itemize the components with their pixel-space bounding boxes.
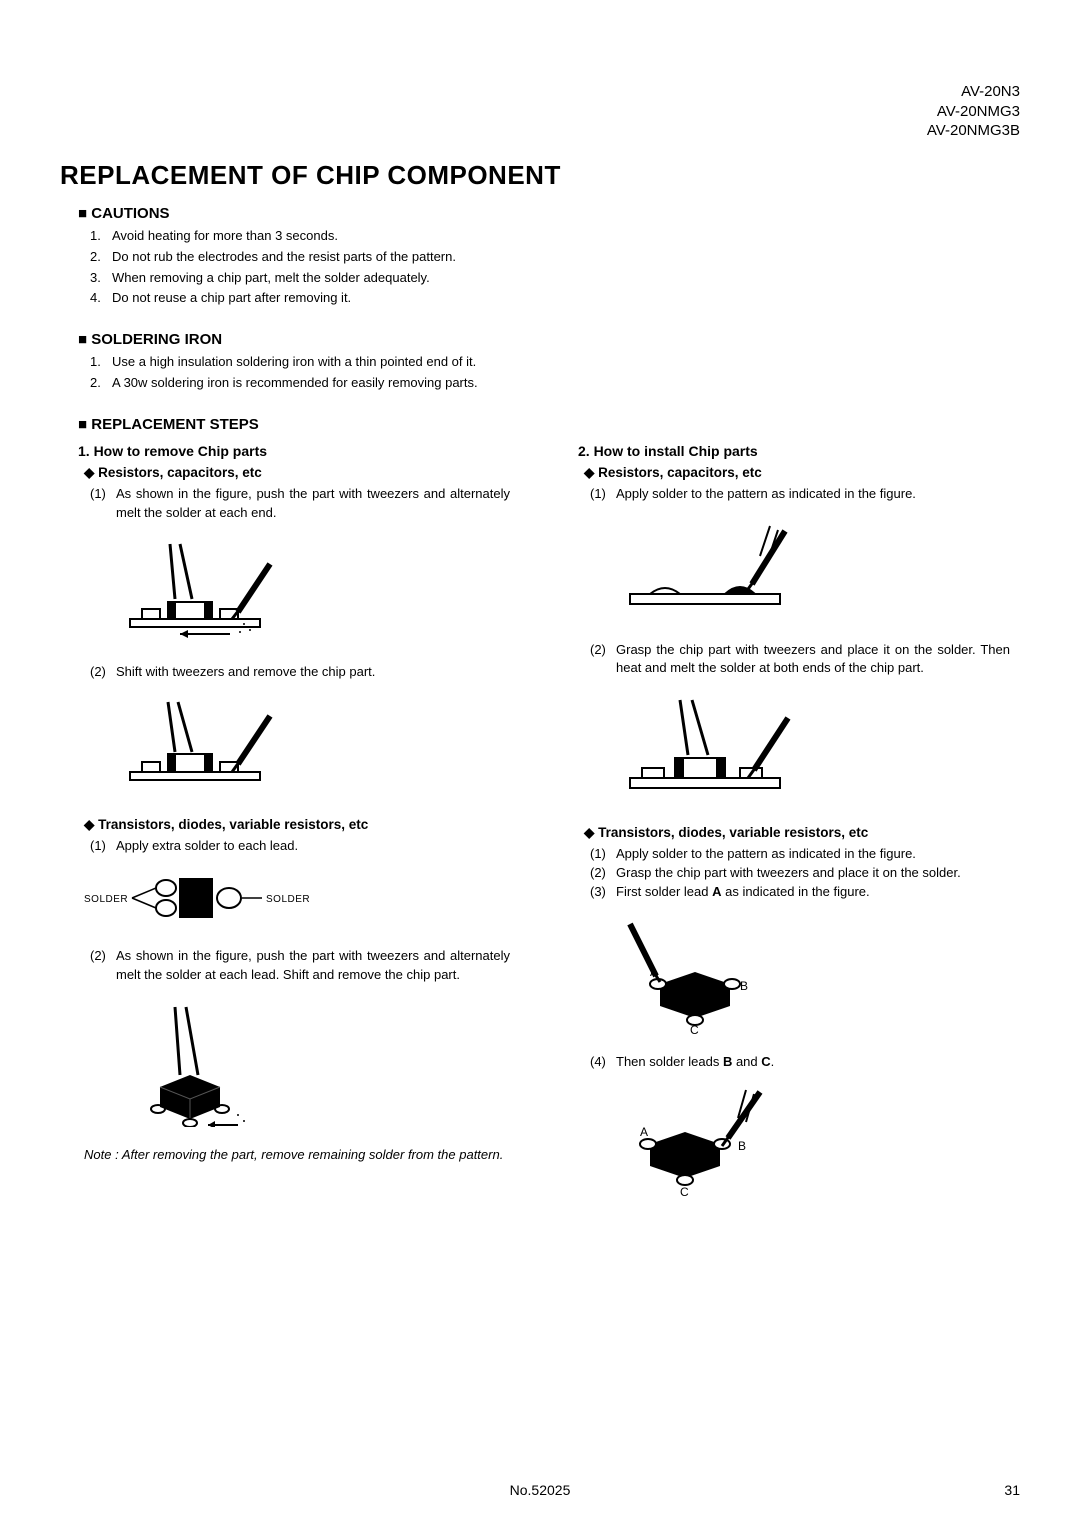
figure-install-rc-1 <box>620 516 1020 621</box>
step: (4) Then solder leads B and C. <box>590 1053 1010 1072</box>
step: (1)Apply solder to the pattern as indica… <box>590 485 1010 504</box>
model-line: AV-20N3 <box>927 82 1020 102</box>
step: (2)Grasp the chip part with tweezers and… <box>590 641 1010 679</box>
install-title: 2. How to install Chip parts <box>578 443 1020 459</box>
two-column-layout: 1. How to remove Chip parts Resistors, c… <box>60 439 1020 1223</box>
soldering-list: 1.Use a high insulation soldering iron w… <box>90 352 1020 394</box>
figure-install-rc-2 <box>620 690 1020 805</box>
remove-td-heading: Transistors, diodes, variable resistors,… <box>84 817 520 833</box>
install-td-heading: Transistors, diodes, variable resistors,… <box>584 825 1020 841</box>
step: (2)Grasp the chip part with tweezers and… <box>590 864 1010 883</box>
lead-c-label: C <box>680 1185 689 1199</box>
figure-install-td-2: A B C <box>620 1084 1020 1209</box>
list-item: 1.Use a high insulation soldering iron w… <box>90 352 1020 373</box>
remove-title: 1. How to remove Chip parts <box>78 443 520 459</box>
list-item: 4.Do not reuse a chip part after removin… <box>90 288 1020 309</box>
page-title: REPLACEMENT OF CHIP COMPONENT <box>60 160 1020 191</box>
install-column: 2. How to install Chip parts Resistors, … <box>560 439 1020 1223</box>
figure-remove-rc-1 <box>120 534 520 649</box>
list-item: 2.A 30w soldering iron is recommended fo… <box>90 373 1020 394</box>
step: (1)As shown in the figure, push the part… <box>90 485 510 523</box>
soldering-heading: SOLDERING IRON <box>78 331 1020 348</box>
lead-b-label: B <box>740 979 748 993</box>
solder-label: SOLDER <box>266 894 310 905</box>
list-item: 1.Avoid heating for more than 3 seconds. <box>90 226 1020 247</box>
cautions-list: 1.Avoid heating for more than 3 seconds.… <box>90 226 1020 309</box>
model-line: AV-20NMG3B <box>927 121 1020 141</box>
step: (1)Apply extra solder to each lead. <box>90 837 510 856</box>
remove-note: Note : After removing the part, remove r… <box>84 1146 520 1164</box>
doc-number: No.52025 <box>0 1482 1080 1498</box>
page-number: 31 <box>1004 1482 1020 1498</box>
lead-c-label: C <box>690 1023 699 1034</box>
cautions-heading: CAUTIONS <box>78 205 1020 222</box>
solder-label: SOLDER <box>84 894 128 905</box>
install-rc-heading: Resistors, capacitors, etc <box>584 465 1020 481</box>
page-footer: No.52025 31 <box>0 1482 1080 1498</box>
lead-b-label: B <box>738 1139 746 1153</box>
lead-a-label: A <box>640 1125 648 1139</box>
figure-remove-td-1: SOLDER SOLDER <box>84 868 520 933</box>
list-item: 2.Do not rub the electrodes and the resi… <box>90 247 1020 268</box>
figure-remove-td-2 <box>120 997 520 1132</box>
model-line: AV-20NMG3 <box>927 102 1020 122</box>
remove-column: 1. How to remove Chip parts Resistors, c… <box>60 439 520 1223</box>
step: (2)Shift with tweezers and remove the ch… <box>90 663 510 682</box>
figure-install-td-1: A B C <box>620 914 1020 1039</box>
replacement-heading: REPLACEMENT STEPS <box>78 416 1020 433</box>
figure-remove-rc-2 <box>120 694 520 799</box>
step: (3) First solder lead A as indicated in … <box>590 883 1010 902</box>
remove-rc-heading: Resistors, capacitors, etc <box>84 465 520 481</box>
step: (2)As shown in the figure, push the part… <box>90 947 510 985</box>
step: (1)Apply solder to the pattern as indica… <box>590 845 1010 864</box>
model-numbers: AV-20N3 AV-20NMG3 AV-20NMG3B <box>927 82 1020 141</box>
list-item: 3.When removing a chip part, melt the so… <box>90 268 1020 289</box>
